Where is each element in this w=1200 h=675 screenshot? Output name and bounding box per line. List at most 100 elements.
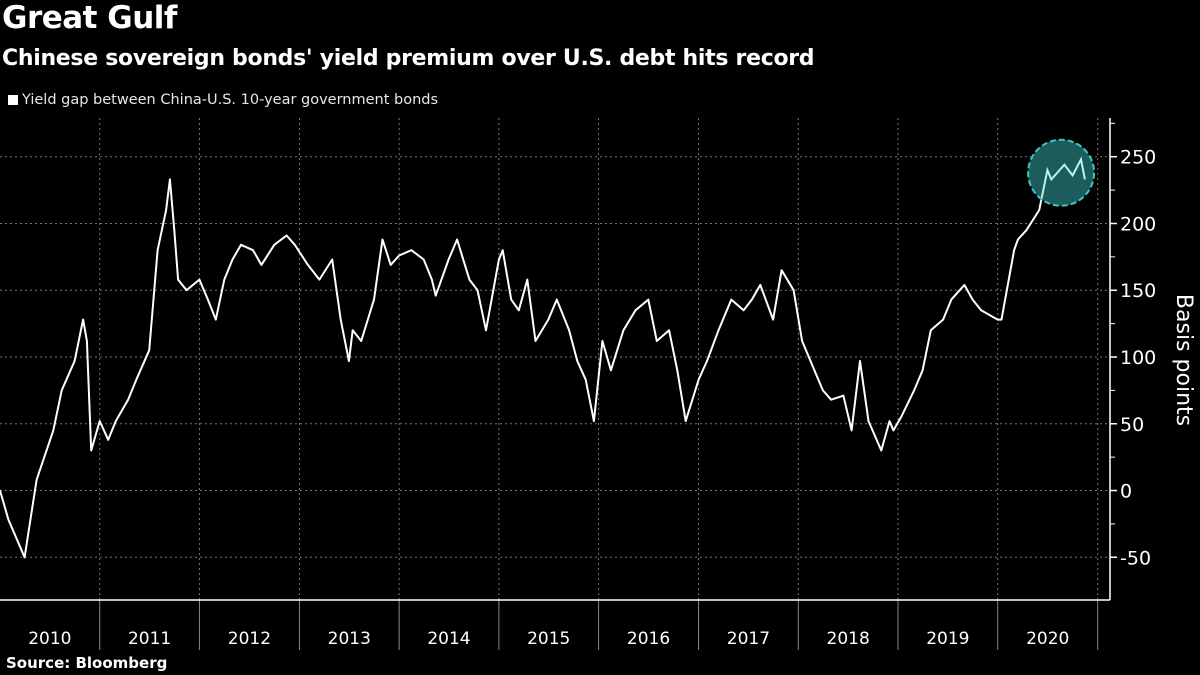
data-point <box>593 420 595 422</box>
data-point <box>476 289 479 292</box>
data-point <box>7 519 10 521</box>
data-point <box>60 389 63 392</box>
data-point <box>547 318 550 321</box>
data-point <box>410 249 413 251</box>
data-point <box>801 340 803 342</box>
series-line <box>0 158 1086 559</box>
data-point <box>501 249 504 251</box>
data-point <box>647 298 650 301</box>
data-point <box>456 238 458 241</box>
data-point <box>273 244 276 246</box>
highlight-circle <box>1027 138 1096 207</box>
data-point <box>1013 249 1015 251</box>
data-point <box>697 378 700 381</box>
data-point <box>98 420 101 422</box>
x-tick-label: 2012 <box>228 629 271 649</box>
x-tick-label: 2016 <box>627 629 670 649</box>
data-point <box>0 489 1 492</box>
x-tick-label: 2018 <box>827 629 870 649</box>
data-point <box>888 420 891 422</box>
data-point <box>555 298 558 301</box>
data-point <box>1000 318 1003 321</box>
x-tick-label: 2017 <box>727 629 770 649</box>
data-point <box>498 258 500 261</box>
data-point <box>780 269 783 272</box>
data-point <box>173 229 176 231</box>
data-point <box>398 254 400 257</box>
data-point <box>82 318 84 321</box>
data-point <box>526 278 529 281</box>
x-tick-label: 2019 <box>926 629 969 649</box>
data-point <box>576 360 579 362</box>
data-point <box>518 309 520 312</box>
data-point <box>610 369 612 372</box>
data-point <box>929 329 932 332</box>
data-point <box>339 318 342 321</box>
data-point <box>634 309 637 312</box>
highlighted-series-line <box>1029 156 1086 205</box>
data-point <box>913 389 915 392</box>
data-point <box>1038 209 1041 211</box>
y-tick-label: 50 <box>1120 414 1144 436</box>
data-point <box>1025 229 1028 231</box>
data-point <box>260 264 263 266</box>
data-point <box>676 369 679 372</box>
data-point <box>115 420 117 422</box>
data-point <box>107 438 109 441</box>
data-point <box>73 360 76 362</box>
y-tick-label: -50 <box>1120 547 1151 569</box>
y-tick-label: 150 <box>1120 280 1156 302</box>
data-point <box>360 340 362 342</box>
y-tick-label: 0 <box>1120 481 1132 503</box>
data-point <box>231 258 234 261</box>
data-point <box>351 329 354 332</box>
x-tick-label: 2020 <box>1026 629 1069 649</box>
data-point <box>942 318 944 321</box>
data-point <box>90 449 93 452</box>
data-point <box>307 264 309 266</box>
chart-title: Great Gulf <box>2 0 177 36</box>
data-point <box>468 278 471 281</box>
y-tick-label: 250 <box>1120 147 1156 169</box>
x-tick-label: 2011 <box>128 629 171 649</box>
data-point <box>169 178 171 181</box>
x-tick-label: 2015 <box>527 629 570 649</box>
data-point <box>622 329 625 332</box>
data-point <box>971 298 974 301</box>
x-tick-label: 2013 <box>328 629 371 649</box>
x-tick-label: 2014 <box>427 629 470 649</box>
legend-label: Yield gap between China-U.S. 10-year gov… <box>22 92 439 108</box>
data-point <box>318 278 321 281</box>
data-point <box>35 479 38 481</box>
data-point <box>185 289 188 292</box>
data-point <box>1017 238 1019 241</box>
data-point <box>240 244 242 246</box>
data-point <box>485 329 487 332</box>
data-point <box>215 318 217 321</box>
data-point <box>880 449 883 452</box>
data-point <box>510 298 512 301</box>
data-point <box>293 244 296 246</box>
legend-swatch <box>8 95 18 105</box>
legend: Yield gap between China-U.S. 10-year gov… <box>8 92 438 108</box>
data-point <box>373 298 375 301</box>
data-point <box>684 420 687 422</box>
data-point <box>207 298 209 301</box>
data-point <box>148 349 150 352</box>
data-point <box>223 278 226 281</box>
data-point <box>177 278 179 281</box>
data-point <box>52 429 55 432</box>
data-point <box>447 258 450 261</box>
data-point <box>23 556 26 559</box>
data-point <box>996 318 999 321</box>
x-tick-label: 2010 <box>28 629 71 649</box>
data-point <box>434 294 437 297</box>
data-point <box>668 329 670 332</box>
data-point <box>730 298 733 301</box>
data-point <box>822 389 824 392</box>
y-axis-label: Basis points <box>1171 294 1196 426</box>
data-point <box>963 284 966 286</box>
data-point <box>135 378 138 381</box>
data-point <box>850 429 853 432</box>
